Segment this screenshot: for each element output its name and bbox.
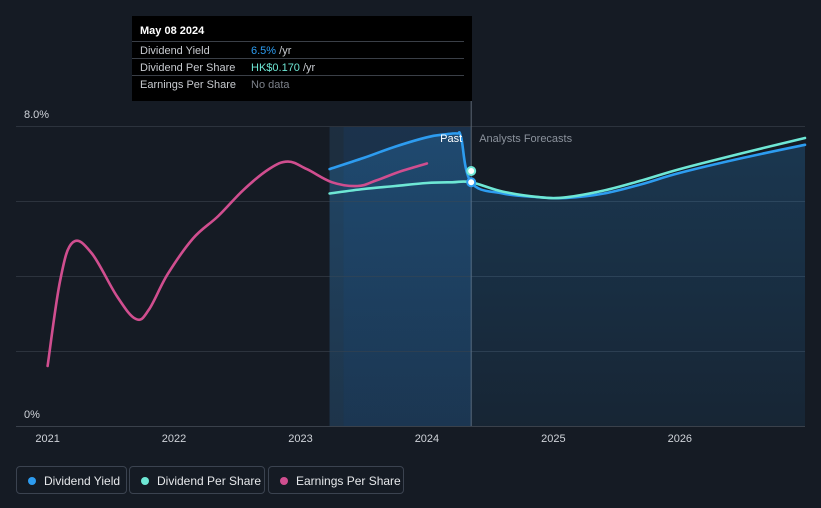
tooltip: May 08 2024 Dividend Yield 6.5% /yr Divi… (132, 16, 472, 101)
legend-dot-icon (28, 477, 36, 485)
tooltip-value-number: 6.5% (251, 45, 277, 57)
y-tick-label-bottom: 0% (24, 409, 40, 421)
tooltip-value-suffix: /yr (276, 45, 292, 57)
x-tick-label: 2023 (288, 433, 312, 445)
tooltip-value-number: No data (251, 79, 290, 91)
legend-item-dividend-per-share[interactable]: Dividend Per Share (129, 466, 265, 494)
tooltip-value: No data (251, 79, 290, 91)
tooltip-value: 6.5% /yr (251, 45, 291, 57)
tooltip-date: May 08 2024 (140, 25, 205, 37)
legend-dot-icon (141, 477, 149, 485)
series-line-dividend-per-share (328, 136, 807, 200)
x-tick-label: 2021 (35, 433, 59, 445)
x-tick-label: 2022 (162, 433, 186, 445)
tooltip-row-earnings-per-share: Earnings Per Share No data (132, 75, 464, 94)
x-tick-label: 2025 (541, 433, 565, 445)
legend-label: Earnings Per Share (296, 474, 401, 488)
tooltip-value-suffix: /yr (299, 62, 316, 74)
tooltip-row-dividend-yield: Dividend Yield 6.5% /yr (132, 41, 464, 60)
x-tick-label: 2024 (415, 433, 439, 445)
series-area-dividend-yield (329, 132, 805, 426)
y-tick-label-top: 8.0% (24, 109, 49, 121)
forecast-label: Analysts Forecasts (479, 133, 572, 145)
x-tick-label: 2026 (668, 433, 692, 445)
legend-item-earnings-per-share[interactable]: Earnings Per Share (268, 466, 404, 494)
highlight-point-dividend-yield (466, 177, 477, 188)
tooltip-label: Dividend Per Share (140, 62, 236, 74)
series-line-earnings-per-share (46, 160, 429, 368)
legend-label: Dividend Yield (44, 474, 121, 488)
tooltip-value: HK$0.170 /yr (251, 62, 315, 74)
legend-dot-icon (280, 477, 288, 485)
legend-label: Dividend Per Share (157, 474, 262, 488)
tooltip-value-number: HK$0.170 (251, 62, 300, 74)
series-line-dividend-yield (328, 130, 807, 200)
tooltip-label: Earnings Per Share (140, 79, 236, 91)
tooltip-row-dividend-per-share: Dividend Per Share HK$0.170 /yr (132, 58, 464, 77)
tooltip-label: Dividend Yield (140, 45, 210, 57)
past-label: Past (440, 133, 462, 145)
legend-item-dividend-yield[interactable]: Dividend Yield (16, 466, 127, 494)
highlight-point-dividend-per-share (466, 166, 477, 176)
